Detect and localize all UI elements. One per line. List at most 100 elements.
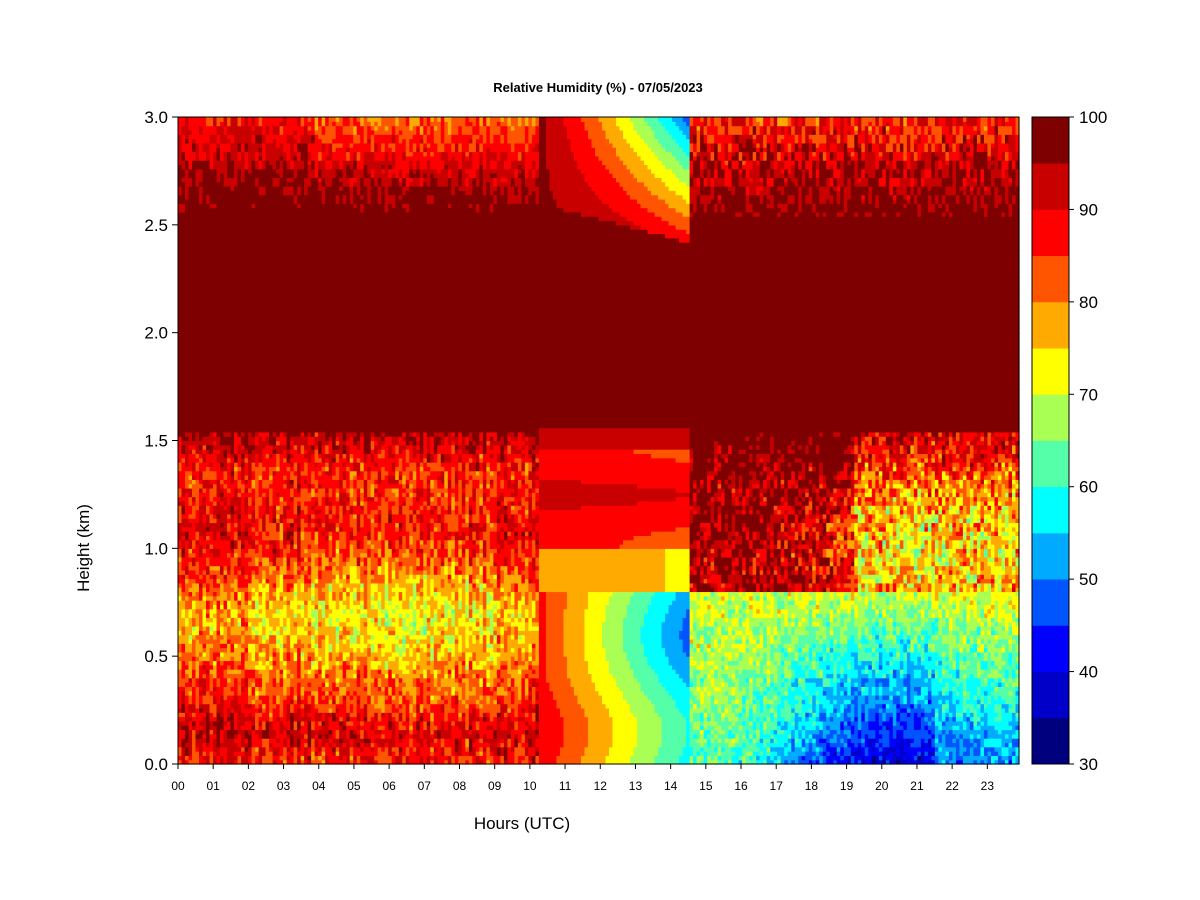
heatmap-cell xyxy=(283,565,288,571)
heatmap-cell xyxy=(265,436,270,442)
heatmap-cell xyxy=(241,621,246,627)
heatmap-cell xyxy=(248,656,253,662)
heatmap-cell xyxy=(258,475,263,480)
heatmap-cell xyxy=(262,220,267,226)
heatmap-cell xyxy=(199,345,204,351)
heatmap-cell xyxy=(258,660,263,666)
heatmap-cell xyxy=(178,164,183,170)
heatmap-cell xyxy=(223,336,228,342)
heatmap-cell xyxy=(202,423,207,429)
heatmap-cell xyxy=(244,336,249,342)
heatmap-cell xyxy=(279,216,284,222)
heatmap-cell xyxy=(178,229,183,235)
heatmap-cell xyxy=(290,742,295,748)
heatmap-cell xyxy=(269,211,274,217)
heatmap-cell xyxy=(241,578,246,584)
heatmap-cell xyxy=(188,242,193,247)
heatmap-cell xyxy=(213,367,218,373)
heatmap-cell xyxy=(206,613,211,618)
heatmap-cell xyxy=(223,470,228,476)
heatmap-cell xyxy=(265,207,270,213)
heatmap-cell xyxy=(213,211,218,217)
heatmap-cell xyxy=(213,595,218,601)
heatmap-cell xyxy=(251,250,256,256)
heatmap-cell xyxy=(206,315,211,321)
heatmap-cell xyxy=(265,677,270,683)
heatmap-cell xyxy=(272,673,277,679)
heatmap-cell xyxy=(269,336,274,342)
heatmap-cell xyxy=(188,475,193,480)
heatmap-cell xyxy=(206,669,211,675)
heatmap-cell xyxy=(265,487,270,493)
heatmap-cell xyxy=(192,647,197,653)
heatmap-cell xyxy=(244,362,249,368)
heatmap-cell xyxy=(227,625,232,631)
heatmap-cell xyxy=(269,759,274,765)
heatmap-cell xyxy=(244,587,249,593)
heatmap-cell xyxy=(244,436,249,442)
heatmap-cell xyxy=(290,470,295,476)
heatmap-cell xyxy=(290,707,295,713)
heatmap-cell xyxy=(216,755,221,761)
heatmap-cell xyxy=(234,669,239,675)
heatmap-cell xyxy=(286,324,291,329)
heatmap-cell xyxy=(227,604,232,610)
heatmap-cell xyxy=(213,535,218,541)
heatmap-cell xyxy=(178,190,183,196)
heatmap-cell xyxy=(258,587,263,593)
heatmap-cell xyxy=(230,168,235,174)
heatmap-cell xyxy=(227,160,232,166)
heatmap-cell xyxy=(262,336,267,342)
heatmap-cell xyxy=(188,755,193,761)
heatmap-cell xyxy=(220,255,225,260)
heatmap-cell xyxy=(258,151,263,157)
heatmap-cell xyxy=(216,336,221,342)
heatmap-cell xyxy=(241,393,246,398)
heatmap-cell xyxy=(209,444,214,450)
heatmap-cell xyxy=(265,362,270,368)
heatmap-cell xyxy=(223,587,228,593)
heatmap-cell xyxy=(269,746,274,752)
heatmap-cell xyxy=(255,125,260,131)
heatmap-cell xyxy=(276,673,281,679)
heatmap-cell xyxy=(255,574,260,580)
heatmap-cell xyxy=(220,699,225,705)
heatmap-cell xyxy=(178,177,183,183)
heatmap-cell xyxy=(181,362,186,368)
heatmap-cell xyxy=(230,328,235,334)
heatmap-cell xyxy=(223,453,228,459)
heatmap-cell xyxy=(290,682,295,687)
heatmap-cell xyxy=(237,354,242,360)
heatmap-cell xyxy=(241,401,246,407)
heatmap-cell xyxy=(216,427,221,433)
heatmap-cell xyxy=(244,634,249,640)
heatmap-cell xyxy=(269,354,274,360)
heatmap-cell xyxy=(188,574,193,580)
heatmap-cell xyxy=(209,324,214,329)
heatmap-cell xyxy=(286,569,291,575)
heatmap-cell xyxy=(290,513,295,519)
heatmap-cell xyxy=(216,229,221,235)
heatmap-cell xyxy=(227,242,232,247)
heatmap-cell xyxy=(209,328,214,334)
heatmap-cell xyxy=(227,216,232,222)
heatmap-cell xyxy=(251,380,256,386)
heatmap-cell xyxy=(178,578,183,584)
heatmap-cell xyxy=(199,246,204,252)
heatmap-cell xyxy=(202,686,207,692)
heatmap-cell xyxy=(248,401,253,407)
heatmap-cell xyxy=(258,751,263,756)
heatmap-cell xyxy=(216,479,221,485)
heatmap-cell xyxy=(283,207,288,213)
heatmap-cell xyxy=(234,725,239,731)
heatmap-cell xyxy=(220,263,225,269)
heatmap-cell xyxy=(216,587,221,593)
heatmap-cell xyxy=(220,466,225,472)
heatmap-cell xyxy=(265,229,270,235)
heatmap-cell xyxy=(251,371,256,377)
heatmap-cell xyxy=(206,397,211,403)
heatmap-cell xyxy=(234,742,239,748)
heatmap-cell xyxy=(276,345,281,351)
heatmap-cell xyxy=(286,608,291,614)
heatmap-cell xyxy=(241,431,246,437)
